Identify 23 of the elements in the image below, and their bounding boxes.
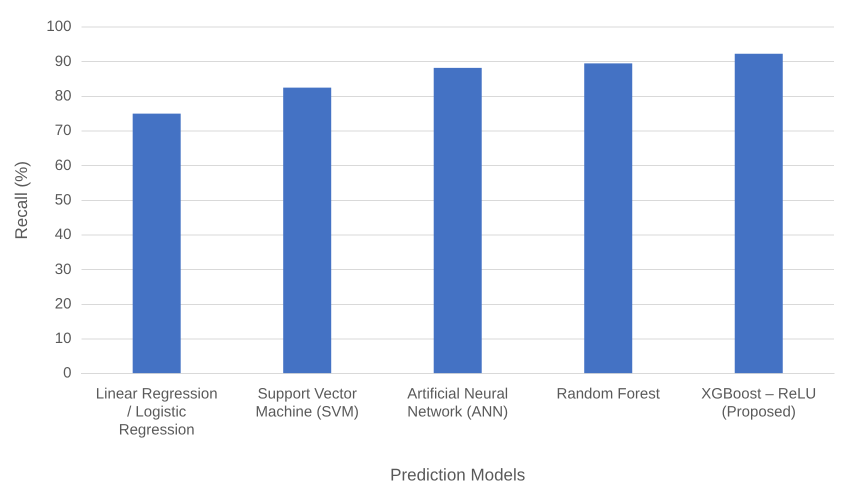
y-tick-label: 60 [54, 156, 72, 174]
x-tick-label: Artificial Neural Network (ANN) [407, 386, 508, 421]
bar [734, 54, 783, 374]
bar [132, 114, 181, 374]
x-axis-title: Prediction Models [390, 465, 526, 484]
y-axis-title: Recall (%) [12, 161, 31, 240]
y-tick-label: 40 [54, 226, 72, 244]
bar [584, 63, 632, 374]
y-tick-label: 50 [54, 191, 72, 208]
bar [283, 88, 332, 374]
bar [434, 68, 482, 374]
y-tick-label: 90 [54, 52, 72, 70]
y-tick-label: 20 [54, 295, 72, 312]
y-tick-label: 70 [54, 122, 72, 140]
y-tick-label: 10 [54, 330, 72, 348]
y-tick-label: 80 [54, 87, 72, 104]
x-tick-label: Random Forest [556, 386, 661, 403]
y-tick-label: 100 [46, 18, 72, 36]
y-tick-label: 0 [63, 364, 72, 382]
x-tick-label: Linear Regression / Logistic Regression [96, 386, 218, 439]
x-tick-label: Support Vector Machine (SVM) [256, 386, 359, 421]
y-tick-label: 30 [54, 260, 72, 278]
x-tick-label: XGBoost – ReLU (Proposed) [701, 386, 816, 421]
